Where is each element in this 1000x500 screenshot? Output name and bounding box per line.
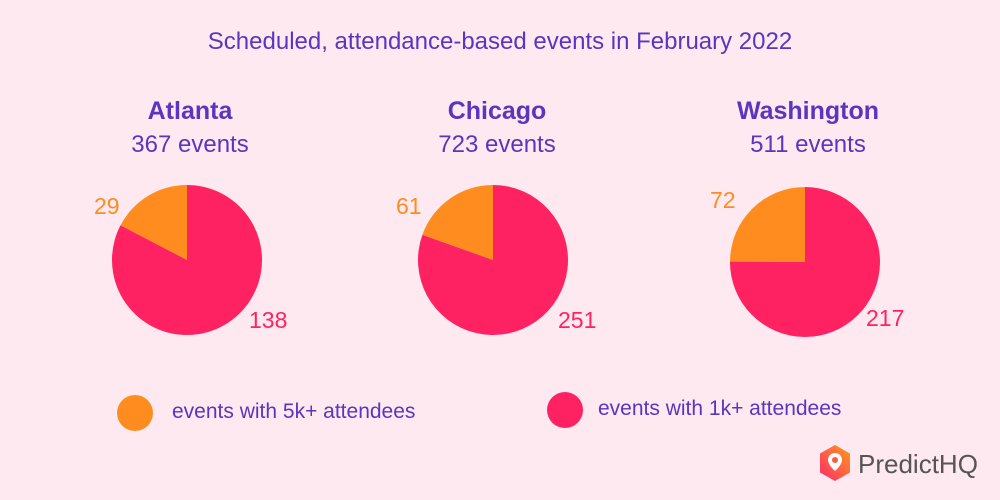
label-atlanta-5k: 29 bbox=[94, 193, 120, 219]
pie-slice-washington-5k bbox=[730, 187, 805, 262]
pie-slice-chicago-1k bbox=[418, 185, 569, 336]
pie-count-atlanta: 367 events bbox=[131, 131, 249, 158]
pie-slice-washington-1k bbox=[730, 187, 881, 337]
legend-label-1k: events with 1k+ attendees bbox=[598, 397, 842, 420]
legend-swatch-1k bbox=[547, 392, 583, 428]
pie-title-chicago: Chicago bbox=[447, 97, 547, 125]
pie-count-chicago: 723 events bbox=[438, 131, 556, 158]
label-chicago-1k: 251 bbox=[558, 307, 597, 333]
pie-slice-chicago-5k bbox=[422, 185, 493, 260]
legend-label-5k: events with 5k+ attendees bbox=[172, 400, 416, 423]
pie-title-washington: Washington bbox=[736, 97, 880, 125]
label-washington-1k: 217 bbox=[866, 305, 905, 331]
label-washington-5k: 72 bbox=[710, 187, 736, 213]
pie-slice-atlanta-1k bbox=[111, 185, 262, 336]
chart-title: Scheduled, attendance-based events in Fe… bbox=[207, 28, 793, 55]
pie-count-washington: 511 events bbox=[750, 131, 866, 158]
predicthq-logo-icon bbox=[820, 445, 850, 481]
label-atlanta-1k: 138 bbox=[249, 307, 288, 333]
pie-title-atlanta: Atlanta bbox=[147, 97, 233, 125]
pie-slice-atlanta-5k bbox=[120, 185, 187, 260]
brand-name: PredictHQ bbox=[858, 449, 978, 479]
legend-swatch-5k bbox=[117, 395, 153, 431]
label-chicago-5k: 61 bbox=[396, 193, 422, 219]
